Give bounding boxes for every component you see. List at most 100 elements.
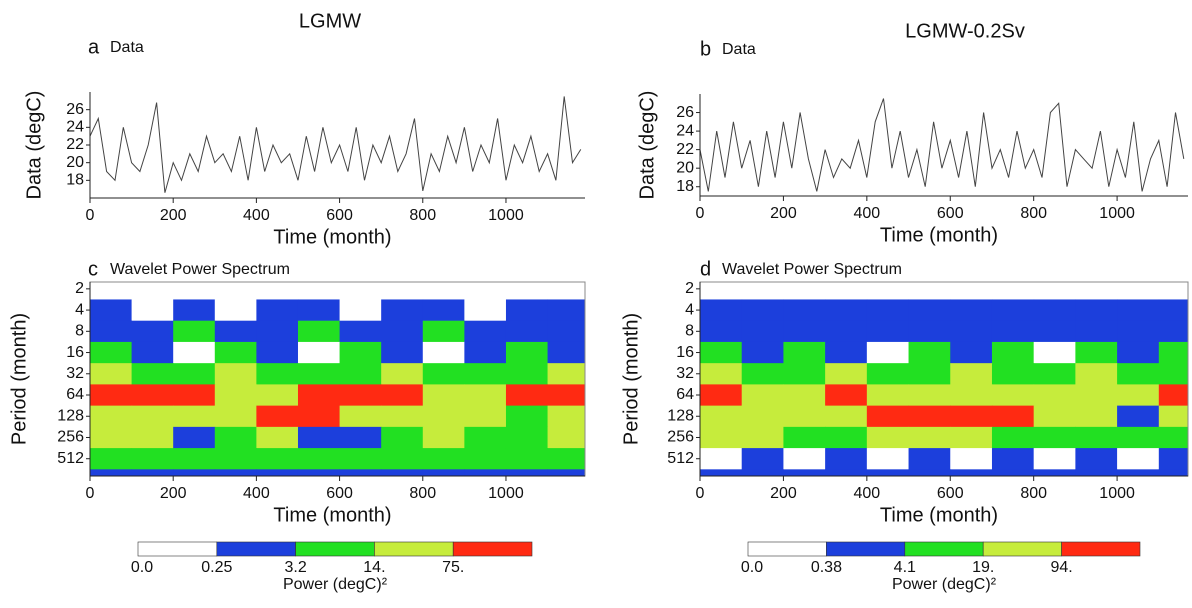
power-cell bbox=[741, 384, 784, 407]
colorbar-swatch bbox=[826, 541, 906, 557]
x-tick-label: 200 bbox=[160, 485, 187, 502]
power-cell bbox=[214, 363, 257, 385]
power-cell bbox=[1075, 469, 1118, 476]
power-cell bbox=[256, 384, 299, 407]
power-cell bbox=[173, 299, 216, 322]
power-cell bbox=[339, 405, 382, 428]
power-cell bbox=[464, 341, 507, 364]
colorbar-swatch bbox=[452, 541, 533, 557]
power-cell bbox=[1117, 405, 1160, 428]
power-cell bbox=[991, 299, 1035, 322]
x-tick-label: 600 bbox=[326, 485, 353, 502]
power-cell bbox=[131, 363, 174, 385]
power-cell bbox=[464, 405, 507, 428]
x-tick-label: 600 bbox=[326, 207, 353, 224]
x-tick-label: 1000 bbox=[488, 207, 524, 224]
power-cell bbox=[339, 299, 382, 322]
power-cell bbox=[1033, 282, 1076, 300]
power-cell bbox=[825, 405, 868, 428]
power-cell bbox=[131, 469, 174, 476]
power-cell bbox=[1033, 426, 1076, 449]
power-cell bbox=[131, 299, 174, 322]
y-axis-label: Period (month) bbox=[620, 313, 642, 445]
power-cell bbox=[381, 426, 424, 449]
colorbar-swatch bbox=[374, 541, 454, 557]
power-cell bbox=[1158, 426, 1188, 449]
power-cell bbox=[297, 405, 341, 428]
power-cell bbox=[741, 405, 784, 428]
colorbar-label: Power (degC)² bbox=[283, 576, 388, 593]
colorbar-swatch bbox=[904, 541, 984, 557]
x-tick-label: 800 bbox=[1020, 485, 1047, 502]
power-cell bbox=[700, 299, 743, 322]
power-cell bbox=[1117, 426, 1160, 449]
power-cell bbox=[991, 384, 1035, 407]
power-cell bbox=[256, 448, 299, 470]
x-tick-label: 1000 bbox=[1099, 485, 1135, 502]
power-cell bbox=[90, 426, 133, 449]
power-cell bbox=[464, 469, 507, 476]
power-cell bbox=[464, 282, 507, 300]
x-tick-label: 600 bbox=[937, 485, 964, 502]
power-cell bbox=[1075, 363, 1118, 385]
y-tick-label: 4 bbox=[685, 301, 694, 318]
power-cell bbox=[950, 405, 993, 428]
panel-label: c bbox=[88, 258, 98, 280]
power-cell bbox=[866, 320, 910, 343]
power-cell bbox=[1117, 299, 1160, 322]
power-cell bbox=[908, 320, 951, 343]
power-cell bbox=[1158, 384, 1188, 407]
power-cell bbox=[131, 384, 174, 407]
power-cell bbox=[700, 384, 743, 407]
y-axis-label: Data (degC) bbox=[23, 91, 45, 200]
colorbar-tick-label: 19. bbox=[972, 559, 994, 576]
power-cell bbox=[131, 426, 174, 449]
power-cell bbox=[950, 320, 993, 343]
power-cell bbox=[908, 363, 951, 385]
x-tick-label: 200 bbox=[160, 207, 187, 224]
power-cell bbox=[866, 405, 910, 428]
power-cell bbox=[339, 426, 382, 449]
power-cell bbox=[1033, 320, 1076, 343]
y-tick-label: 256 bbox=[57, 429, 84, 446]
power-cell bbox=[991, 448, 1035, 470]
power-cell bbox=[90, 448, 133, 470]
power-cell bbox=[783, 320, 826, 343]
power-cell bbox=[825, 384, 868, 407]
power-cell bbox=[464, 448, 507, 470]
power-cell bbox=[783, 341, 826, 364]
power-cell bbox=[256, 320, 299, 343]
x-axis-label: Time (month) bbox=[880, 504, 998, 526]
power-cell bbox=[214, 384, 257, 407]
y-tick-label: 32 bbox=[676, 365, 694, 382]
power-cell bbox=[90, 363, 133, 385]
y-tick-label: 24 bbox=[66, 119, 84, 136]
power-cell bbox=[464, 363, 507, 385]
power-cell bbox=[1117, 469, 1160, 476]
power-cell bbox=[339, 363, 382, 385]
power-cell bbox=[825, 448, 868, 470]
power-cell bbox=[950, 469, 993, 476]
power-cell bbox=[741, 341, 784, 364]
power-cell bbox=[381, 405, 424, 428]
x-axis-label: Time (month) bbox=[273, 226, 391, 248]
power-cell bbox=[1075, 341, 1118, 364]
power-cell bbox=[256, 405, 299, 428]
power-cell bbox=[90, 405, 133, 428]
y-tick-label: 26 bbox=[676, 104, 694, 121]
colorbar-swatch bbox=[216, 541, 296, 557]
colorbar-tick-label: 75. bbox=[442, 559, 464, 576]
power-cell bbox=[1117, 448, 1160, 470]
power-cell bbox=[547, 405, 585, 428]
power-cell bbox=[422, 384, 465, 407]
colorbar-label: Power (degC)² bbox=[892, 576, 997, 593]
y-tick-label: 512 bbox=[667, 450, 694, 467]
power-cell bbox=[866, 426, 910, 449]
y-axis-label: Period (month) bbox=[8, 313, 30, 445]
power-cell bbox=[1033, 341, 1076, 364]
power-cell bbox=[214, 320, 257, 343]
power-cell bbox=[464, 384, 507, 407]
y-tick-label: 8 bbox=[685, 323, 694, 340]
colorbar-swatch bbox=[982, 541, 1062, 557]
power-cell bbox=[256, 469, 299, 476]
